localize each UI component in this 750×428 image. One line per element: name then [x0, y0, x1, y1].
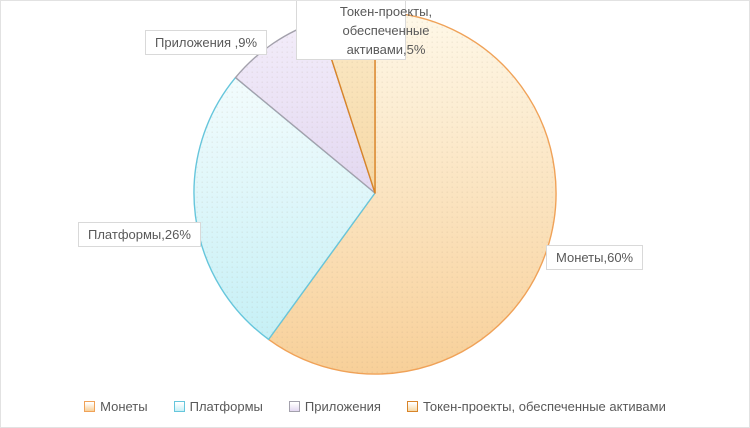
legend-item-moneti[interactable]: Монеты: [84, 399, 148, 414]
data-label-platformy: Платформы,26%: [78, 222, 201, 247]
data-label-moneti: Монеты,60%: [546, 245, 644, 270]
legend-swatch-icon: [288, 401, 300, 412]
legend-label: Приложения: [304, 399, 381, 414]
legend-item-platformy[interactable]: Платформы: [173, 399, 263, 414]
legend-label: Монеты: [100, 399, 148, 414]
chart-legend: Монеты Платформы Приложения Токен-проект…: [1, 399, 749, 414]
legend-swatch-icon: [406, 401, 418, 412]
legend-label: Платформы: [189, 399, 263, 414]
legend-swatch-icon: [84, 401, 96, 412]
data-label-token: Токен-проекты, обеспеченные активами,5%: [339, 4, 433, 57]
data-label-prilozheniya: Приложения ,9%: [145, 30, 268, 55]
legend-item-prilozheniya[interactable]: Приложения: [288, 399, 381, 414]
legend-item-token[interactable]: Токен-проекты, обеспеченные активами: [406, 399, 666, 414]
legend-swatch-icon: [173, 401, 185, 412]
legend-label: Токен-проекты, обеспеченные активами: [422, 399, 666, 414]
